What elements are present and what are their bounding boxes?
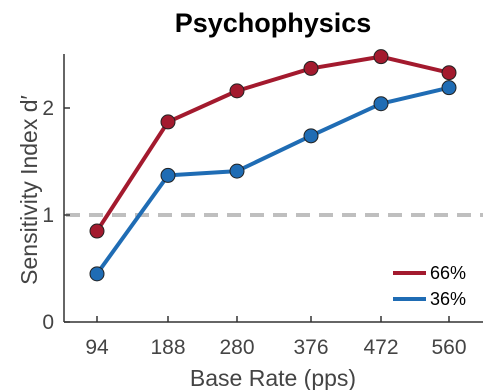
data-point: [229, 83, 245, 99]
x-tick-label: 280: [219, 336, 254, 359]
series-group: [89, 49, 457, 282]
x-tick-label: 188: [150, 336, 185, 359]
y-tick-label: 2: [42, 97, 54, 120]
x-tick-label: 472: [363, 336, 398, 359]
legend: 66%36%: [393, 263, 466, 309]
series-2: [89, 80, 457, 282]
data-point: [303, 128, 319, 144]
y-tick-label: 1: [42, 204, 54, 227]
data-point: [89, 266, 105, 282]
data-point: [303, 60, 319, 76]
data-point: [229, 163, 245, 179]
y-axis-label: Sensitivity Index d′: [16, 95, 42, 285]
legend-label: 66%: [430, 263, 466, 283]
series-line: [95, 85, 450, 276]
x-tick-label: 560: [431, 336, 466, 359]
series-line: [95, 54, 450, 233]
data-point: [373, 49, 389, 65]
y-ticks: 0 1 2: [42, 97, 70, 334]
chart-title: Psychophysics: [175, 8, 372, 38]
series-1: [89, 49, 457, 239]
y-tick-label: 0: [42, 311, 54, 334]
x-axis-label: Base Rate (pps): [190, 365, 356, 390]
data-point: [373, 96, 389, 112]
x-tick-label: 94: [85, 336, 109, 359]
data-point: [89, 223, 105, 239]
data-point: [441, 80, 457, 96]
data-point: [160, 167, 176, 183]
data-point: [441, 65, 457, 81]
data-point: [160, 114, 176, 130]
x-tick-label: 376: [293, 336, 328, 359]
x-ticks: 94 188 280 376 472 560: [85, 316, 467, 359]
legend-label: 36%: [430, 289, 466, 309]
